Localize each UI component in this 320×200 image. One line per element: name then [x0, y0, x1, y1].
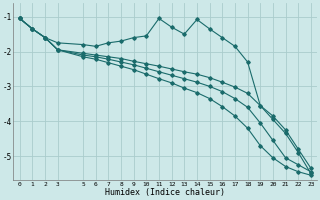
X-axis label: Humidex (Indice chaleur): Humidex (Indice chaleur) — [105, 188, 225, 197]
